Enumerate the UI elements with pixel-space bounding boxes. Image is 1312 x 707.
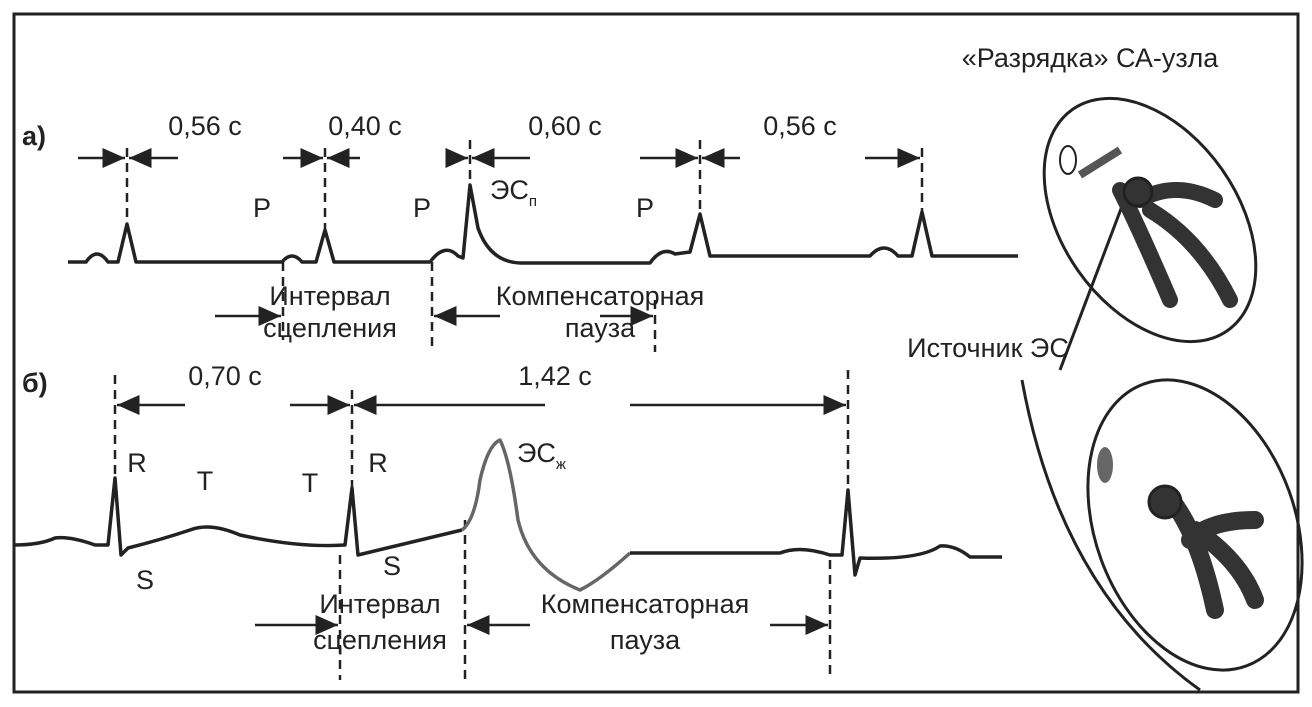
interval: 1,42 с (518, 361, 592, 391)
frame (12, 12, 1300, 694)
pause-label: Компенсаторная (496, 281, 704, 311)
panel-label: а) (22, 121, 46, 151)
interval: 0,56 с (168, 111, 242, 141)
wave-label: P (253, 193, 271, 223)
source-label: Источник ЭС (907, 333, 1069, 363)
wave-label: P (413, 193, 431, 223)
extrasystole-label: ЭСж (517, 438, 566, 473)
interval: 0,56 с (763, 111, 837, 141)
wave-label: S (136, 565, 154, 595)
wave-label: R (127, 448, 147, 478)
wave-label: S (383, 551, 401, 581)
coupling-label: сцепления (263, 313, 397, 343)
wave-label: T (197, 466, 214, 496)
coupling-label: сцепления (313, 625, 447, 655)
pause-label: пауза (610, 625, 681, 655)
extrasystole-label: ЭСп (490, 175, 537, 210)
interval: 0,40 с (328, 111, 402, 141)
ecg-a (68, 183, 1018, 265)
pause-label: пауза (565, 313, 636, 343)
ecg-es (460, 438, 632, 592)
wave-label: P (636, 193, 654, 223)
wave-label: T (302, 468, 319, 498)
ecg-b (13, 476, 463, 557)
ecg-b2 (630, 488, 1002, 577)
pause-label: Компенсаторная (541, 589, 749, 619)
wave-label: R (368, 448, 388, 478)
coupling-label: Интервал (269, 281, 390, 311)
interval: 0,60 с (528, 111, 602, 141)
title: «Разрядка» СА-узла (962, 43, 1219, 73)
arrows-b (113, 370, 850, 680)
arrows-a (78, 140, 924, 352)
interval: 0,70 с (188, 361, 262, 391)
heart-illustration (1020, 96, 1304, 692)
coupling-label: Интервал (319, 589, 440, 619)
panel-label: б) (22, 368, 48, 398)
